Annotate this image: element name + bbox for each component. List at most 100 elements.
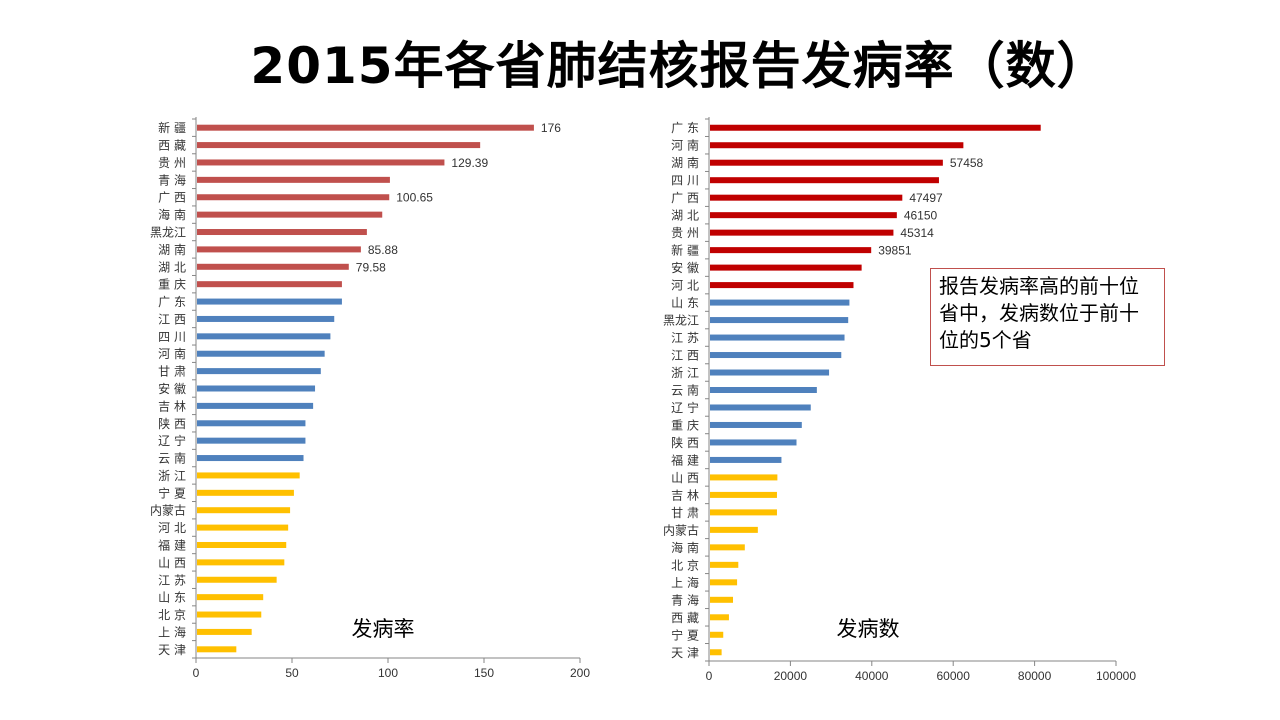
chart-annotation: 发病率 bbox=[352, 617, 415, 641]
category-label: 内蒙古 bbox=[150, 503, 186, 518]
category-label: 天 津 bbox=[671, 646, 699, 660]
bar bbox=[197, 194, 390, 201]
category-label: 山 西 bbox=[158, 556, 186, 570]
bar bbox=[197, 159, 445, 166]
x-tick-label: 20000 bbox=[774, 669, 808, 683]
category-label: 江 苏 bbox=[158, 573, 186, 587]
category-label: 安 徽 bbox=[671, 260, 699, 275]
bar bbox=[197, 524, 289, 531]
category-label: 辽 宁 bbox=[671, 400, 699, 415]
data-label: 46150 bbox=[904, 209, 938, 223]
bar bbox=[197, 281, 342, 288]
category-label: 广 西 bbox=[158, 191, 186, 205]
category-label: 浙 江 bbox=[158, 469, 186, 483]
data-label: 176 bbox=[541, 121, 561, 135]
category-label: 新 疆 bbox=[671, 243, 699, 258]
category-label: 云 南 bbox=[158, 451, 186, 466]
category-label: 广 西 bbox=[671, 191, 699, 205]
category-label: 陕 西 bbox=[158, 416, 186, 431]
bar bbox=[197, 559, 285, 566]
x-tick-label: 100000 bbox=[1096, 669, 1136, 683]
category-label: 重 庆 bbox=[158, 278, 186, 292]
bar bbox=[197, 489, 294, 496]
data-label: 79.58 bbox=[356, 260, 386, 274]
category-label: 江 西 bbox=[671, 349, 699, 363]
category-label: 上 海 bbox=[158, 624, 186, 639]
data-label: 45314 bbox=[900, 226, 934, 240]
category-label: 河 北 bbox=[671, 279, 699, 293]
category-label: 天 津 bbox=[158, 643, 186, 657]
category-label: 吉 林 bbox=[671, 488, 699, 502]
bar bbox=[197, 402, 314, 409]
bar bbox=[197, 628, 252, 635]
bar bbox=[710, 124, 1041, 131]
bar bbox=[197, 315, 335, 322]
category-label: 青 海 bbox=[158, 172, 186, 187]
category-label: 北 京 bbox=[158, 608, 186, 622]
bar bbox=[197, 124, 534, 131]
category-label: 河 北 bbox=[158, 521, 186, 535]
category-label: 福 建 bbox=[671, 452, 699, 467]
category-label: 福 建 bbox=[158, 537, 186, 552]
category-label: 湖 南 bbox=[158, 242, 186, 257]
bar bbox=[710, 159, 943, 166]
category-label: 黑龙江 bbox=[663, 314, 699, 328]
bar bbox=[710, 369, 830, 376]
bar bbox=[710, 526, 758, 533]
category-label: 内蒙古 bbox=[663, 522, 699, 537]
bar bbox=[710, 334, 845, 341]
data-label: 47497 bbox=[909, 191, 943, 205]
x-tick-label: 50 bbox=[285, 666, 299, 680]
bar bbox=[710, 282, 854, 289]
category-label: 青 海 bbox=[671, 592, 699, 607]
category-label: 重 庆 bbox=[671, 418, 699, 432]
x-tick-label: 60000 bbox=[937, 669, 971, 683]
bar bbox=[197, 472, 300, 479]
bar bbox=[197, 541, 287, 548]
category-label: 西 藏 bbox=[671, 611, 699, 625]
category-label: 海 南 bbox=[671, 540, 699, 555]
bar bbox=[197, 646, 237, 653]
category-label: 山 东 bbox=[158, 591, 186, 605]
category-label: 四 川 bbox=[671, 174, 699, 188]
incidence-rate-chart: 0 50 100 150 200 新 疆 176 西 藏贵 州 129.39 青 海广 西 100.… bbox=[150, 117, 590, 680]
bar bbox=[197, 420, 306, 427]
x-tick-label: 40000 bbox=[855, 669, 889, 683]
x-tick-label: 80000 bbox=[1018, 669, 1052, 683]
x-tick-label: 0 bbox=[706, 669, 713, 683]
category-label: 四 川 bbox=[158, 330, 186, 344]
category-label: 云 南 bbox=[671, 383, 699, 398]
category-label: 宁 夏 bbox=[158, 485, 186, 500]
category-label: 山 东 bbox=[671, 296, 699, 310]
bar bbox=[710, 579, 738, 586]
bar bbox=[197, 176, 390, 183]
data-label: 100.65 bbox=[396, 191, 433, 205]
page-title: 2015年各省肺结核报告发病率（数） bbox=[250, 37, 1108, 95]
bar bbox=[197, 298, 342, 305]
x-tick-label: 150 bbox=[474, 666, 494, 680]
annotation-box: 报告发病率高的前十位省中，发病数位于前十位的5个省 bbox=[930, 268, 1165, 366]
bar bbox=[197, 576, 277, 583]
category-label: 甘 肃 bbox=[671, 506, 699, 520]
category-label: 北 京 bbox=[671, 558, 699, 572]
bar bbox=[197, 142, 481, 149]
bar bbox=[710, 264, 862, 271]
category-label: 西 藏 bbox=[158, 139, 186, 153]
category-label: 山 西 bbox=[671, 471, 699, 485]
data-label: 39851 bbox=[878, 244, 912, 258]
bar bbox=[197, 211, 383, 218]
category-label: 甘 肃 bbox=[158, 365, 186, 379]
category-label: 湖 北 bbox=[671, 208, 699, 223]
bar bbox=[197, 594, 264, 601]
bar bbox=[710, 649, 722, 656]
case-count-chart: 0 20000 40000 60000 80000 100000 广 东河 南湖 南 5745… bbox=[663, 117, 1136, 683]
bar bbox=[710, 421, 802, 428]
bar bbox=[197, 246, 361, 253]
category-label: 广 东 bbox=[671, 121, 699, 135]
category-label: 湖 南 bbox=[671, 155, 699, 170]
bar bbox=[710, 631, 724, 638]
category-label: 湖 北 bbox=[158, 259, 186, 274]
bar bbox=[197, 263, 349, 270]
data-label: 57458 bbox=[950, 156, 984, 170]
